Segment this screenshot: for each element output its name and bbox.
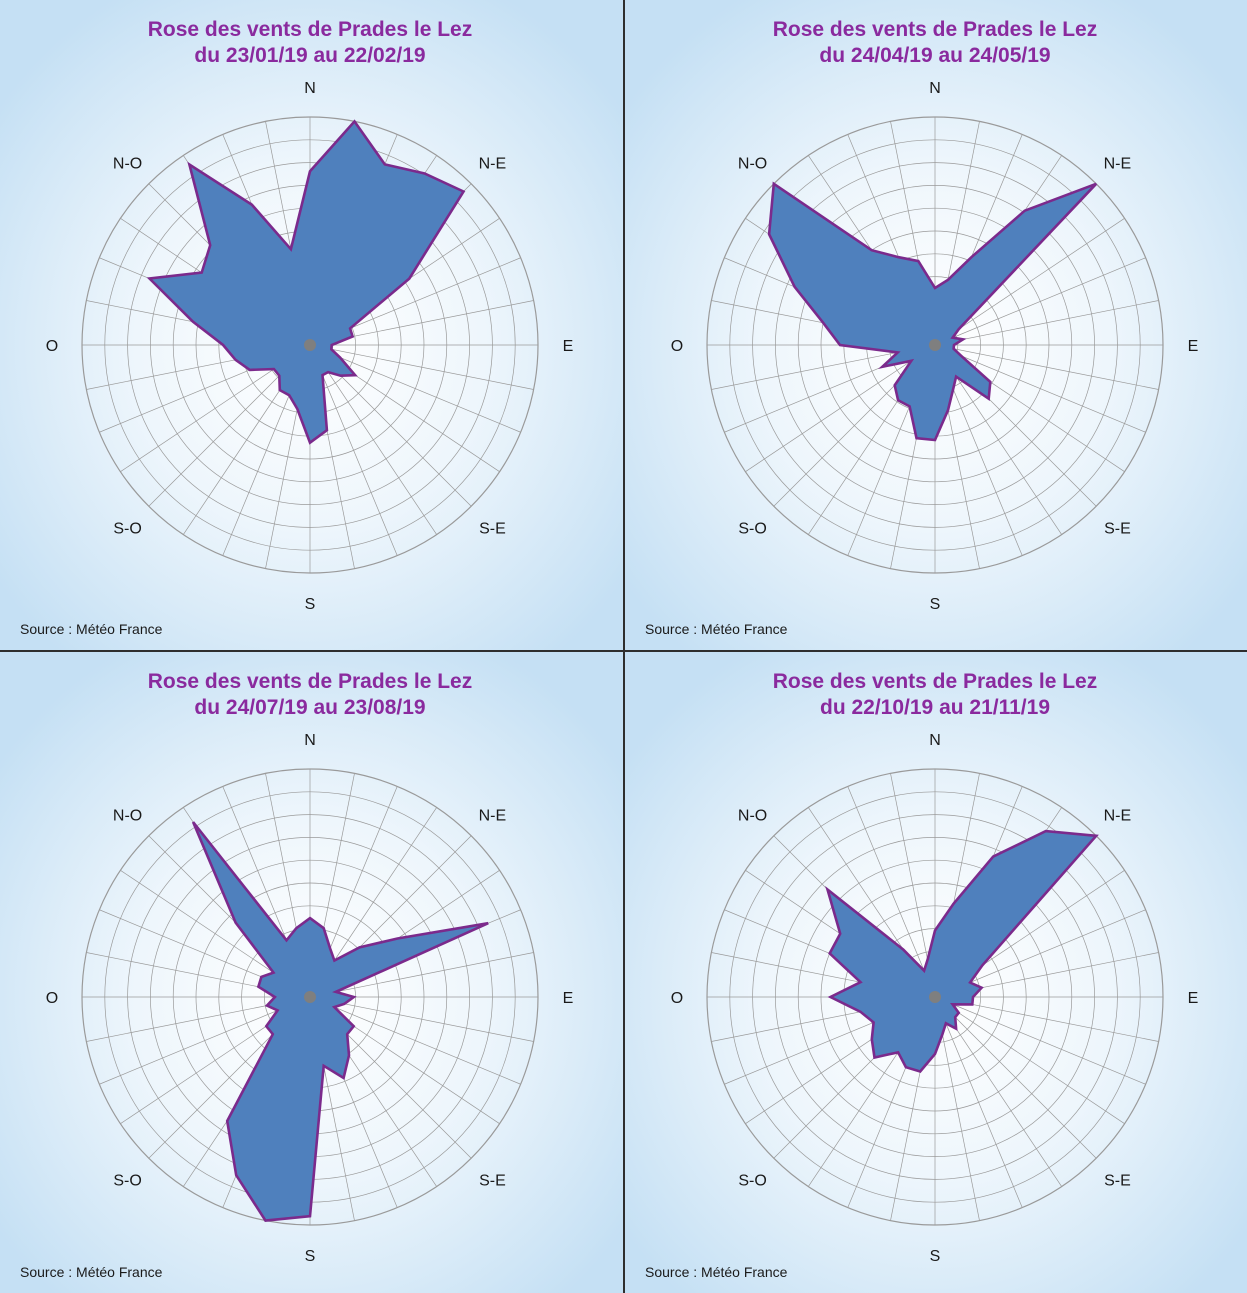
direction-label-e: E	[1188, 990, 1199, 1007]
direction-label-n: N	[929, 732, 941, 749]
direction-label-n-e: N-E	[1104, 156, 1132, 173]
wind-frequency-polygon	[191, 821, 489, 1222]
direction-label-o: O	[46, 990, 58, 1007]
chart-title: Rose des vents de Prades le Lez	[148, 670, 472, 693]
grid-spoke	[309, 952, 534, 998]
wind-rose-chart-4: Rose des vents de Prades le Lez du 22/10/…	[625, 652, 1247, 1293]
chart-title: Rose des vents de Prades le Lez	[148, 18, 472, 41]
wind-rose-chart-3: Rose des vents de Prades le Lez du 24/07/…	[0, 652, 623, 1293]
direction-label-s-e: S-E	[479, 520, 506, 537]
direction-label-e: E	[563, 338, 574, 355]
direction-label-s: S	[305, 596, 316, 613]
wind-rose-chart-2: Rose des vents de Prades le Lez du 24/04/…	[625, 0, 1247, 650]
wind-rose-chart-1: Rose des vents de Prades le Lez du 23/01/…	[0, 0, 623, 650]
grid-spoke	[745, 344, 936, 472]
direction-label-s-o: S-O	[113, 1172, 141, 1189]
grid-spoke	[934, 996, 1146, 1085]
grid-spoke	[309, 344, 521, 433]
direction-label-e: E	[1188, 338, 1199, 355]
direction-label-n-e: N-E	[479, 808, 507, 825]
grid-spoke	[934, 344, 1146, 433]
wind-rose-panel-2: Rose des vents de Prades le Lez du 24/04/…	[625, 0, 1247, 652]
source-label: Source : Météo France	[645, 621, 788, 637]
direction-label-s-o: S-O	[738, 520, 766, 537]
grid-spoke	[934, 300, 1159, 346]
wind-rose-panel-3: Rose des vents de Prades le Lez du 24/07/…	[0, 652, 625, 1293]
direction-label-n-e: N-E	[1104, 808, 1132, 825]
direction-label-n: N	[304, 732, 316, 749]
direction-label-n-o: N-O	[113, 808, 142, 825]
direction-label-s: S	[930, 1248, 941, 1265]
wind-rose-panel-1: Rose des vents de Prades le Lez du 23/01/…	[0, 0, 625, 652]
direction-label-s: S	[305, 1248, 316, 1265]
direction-label-n: N	[304, 80, 316, 97]
direction-label-n-e: N-E	[479, 156, 507, 173]
direction-label-s: S	[930, 596, 941, 613]
direction-label-s-o: S-O	[113, 520, 141, 537]
grid-spoke	[934, 218, 1125, 346]
wind-frequency-polygon	[767, 181, 1098, 442]
chart-title: Rose des vents de Prades le Lez	[773, 670, 1097, 693]
center-marker	[304, 339, 316, 351]
direction-label-s-e: S-E	[479, 1172, 506, 1189]
center-marker	[304, 991, 316, 1003]
direction-label-e: E	[563, 990, 574, 1007]
grid-spoke	[934, 344, 1159, 390]
direction-label-o: O	[671, 338, 683, 355]
direction-label-o: O	[46, 338, 58, 355]
grid-spoke	[934, 257, 1146, 346]
center-marker	[929, 991, 941, 1003]
grid-spoke	[934, 996, 1125, 1124]
chart-subtitle: du 23/01/19 au 22/02/19	[194, 44, 425, 67]
direction-label-o: O	[671, 990, 683, 1007]
grid-spoke	[309, 996, 534, 1042]
chart-title: Rose des vents de Prades le Lez	[773, 18, 1097, 41]
grid-spoke	[934, 996, 1097, 1159]
chart-subtitle: du 24/07/19 au 23/08/19	[194, 696, 425, 719]
wind-rose-panel-4: Rose des vents de Prades le Lez du 22/10/…	[625, 652, 1247, 1293]
grid-spoke	[309, 344, 398, 556]
grid-spoke	[309, 344, 437, 535]
grid-spoke	[934, 996, 1023, 1208]
wind-frequency-polygon	[825, 829, 1099, 1073]
direction-label-n-o: N-O	[738, 156, 767, 173]
direction-label-s-e: S-E	[1104, 520, 1131, 537]
direction-label-n: N	[929, 80, 941, 97]
chart-subtitle: du 24/04/19 au 24/05/19	[819, 44, 1050, 67]
grid-spoke	[309, 996, 521, 1085]
source-label: Source : Météo France	[20, 621, 163, 637]
source-label: Source : Météo France	[645, 1264, 788, 1280]
direction-label-n-o: N-O	[113, 156, 142, 173]
direction-label-n-o: N-O	[738, 808, 767, 825]
grid-spoke	[99, 996, 311, 1085]
source-label: Source : Météo France	[20, 1264, 163, 1280]
center-marker	[929, 339, 941, 351]
direction-label-s-e: S-E	[1104, 1172, 1131, 1189]
grid-spoke	[309, 344, 534, 390]
grid-spoke	[847, 786, 936, 998]
chart-subtitle: du 22/10/19 au 21/11/19	[820, 696, 1050, 719]
direction-label-s-o: S-O	[738, 1172, 766, 1189]
wind-frequency-polygon	[146, 119, 466, 445]
